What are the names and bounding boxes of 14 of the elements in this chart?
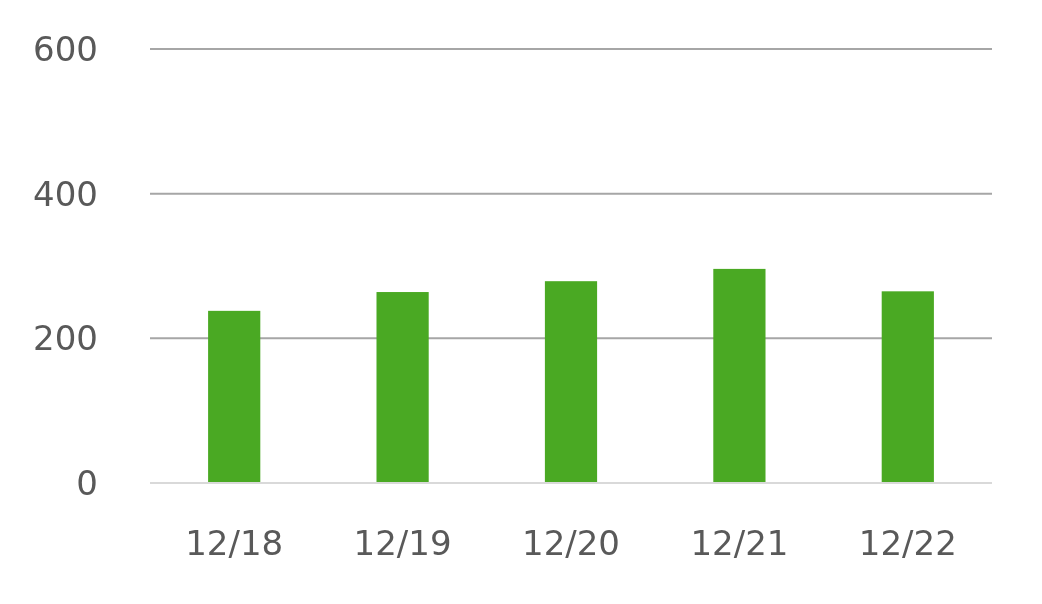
x-tick-label: 12/21 (690, 523, 789, 563)
bar (713, 268, 766, 483)
bar (376, 292, 429, 483)
x-tick-label: 12/18 (185, 523, 284, 563)
x-tick-label: 12/22 (858, 523, 957, 563)
y-tick-label: 600 (33, 28, 98, 69)
y-tick-label: 0 (76, 462, 98, 503)
y-tick-label: 200 (33, 318, 98, 359)
bar (544, 281, 598, 483)
bar (881, 291, 934, 483)
x-tick-label: 12/20 (522, 523, 620, 563)
bar (208, 310, 261, 483)
y-tick-label: 400 (33, 173, 98, 214)
x-tick-label: 12/19 (353, 523, 452, 563)
